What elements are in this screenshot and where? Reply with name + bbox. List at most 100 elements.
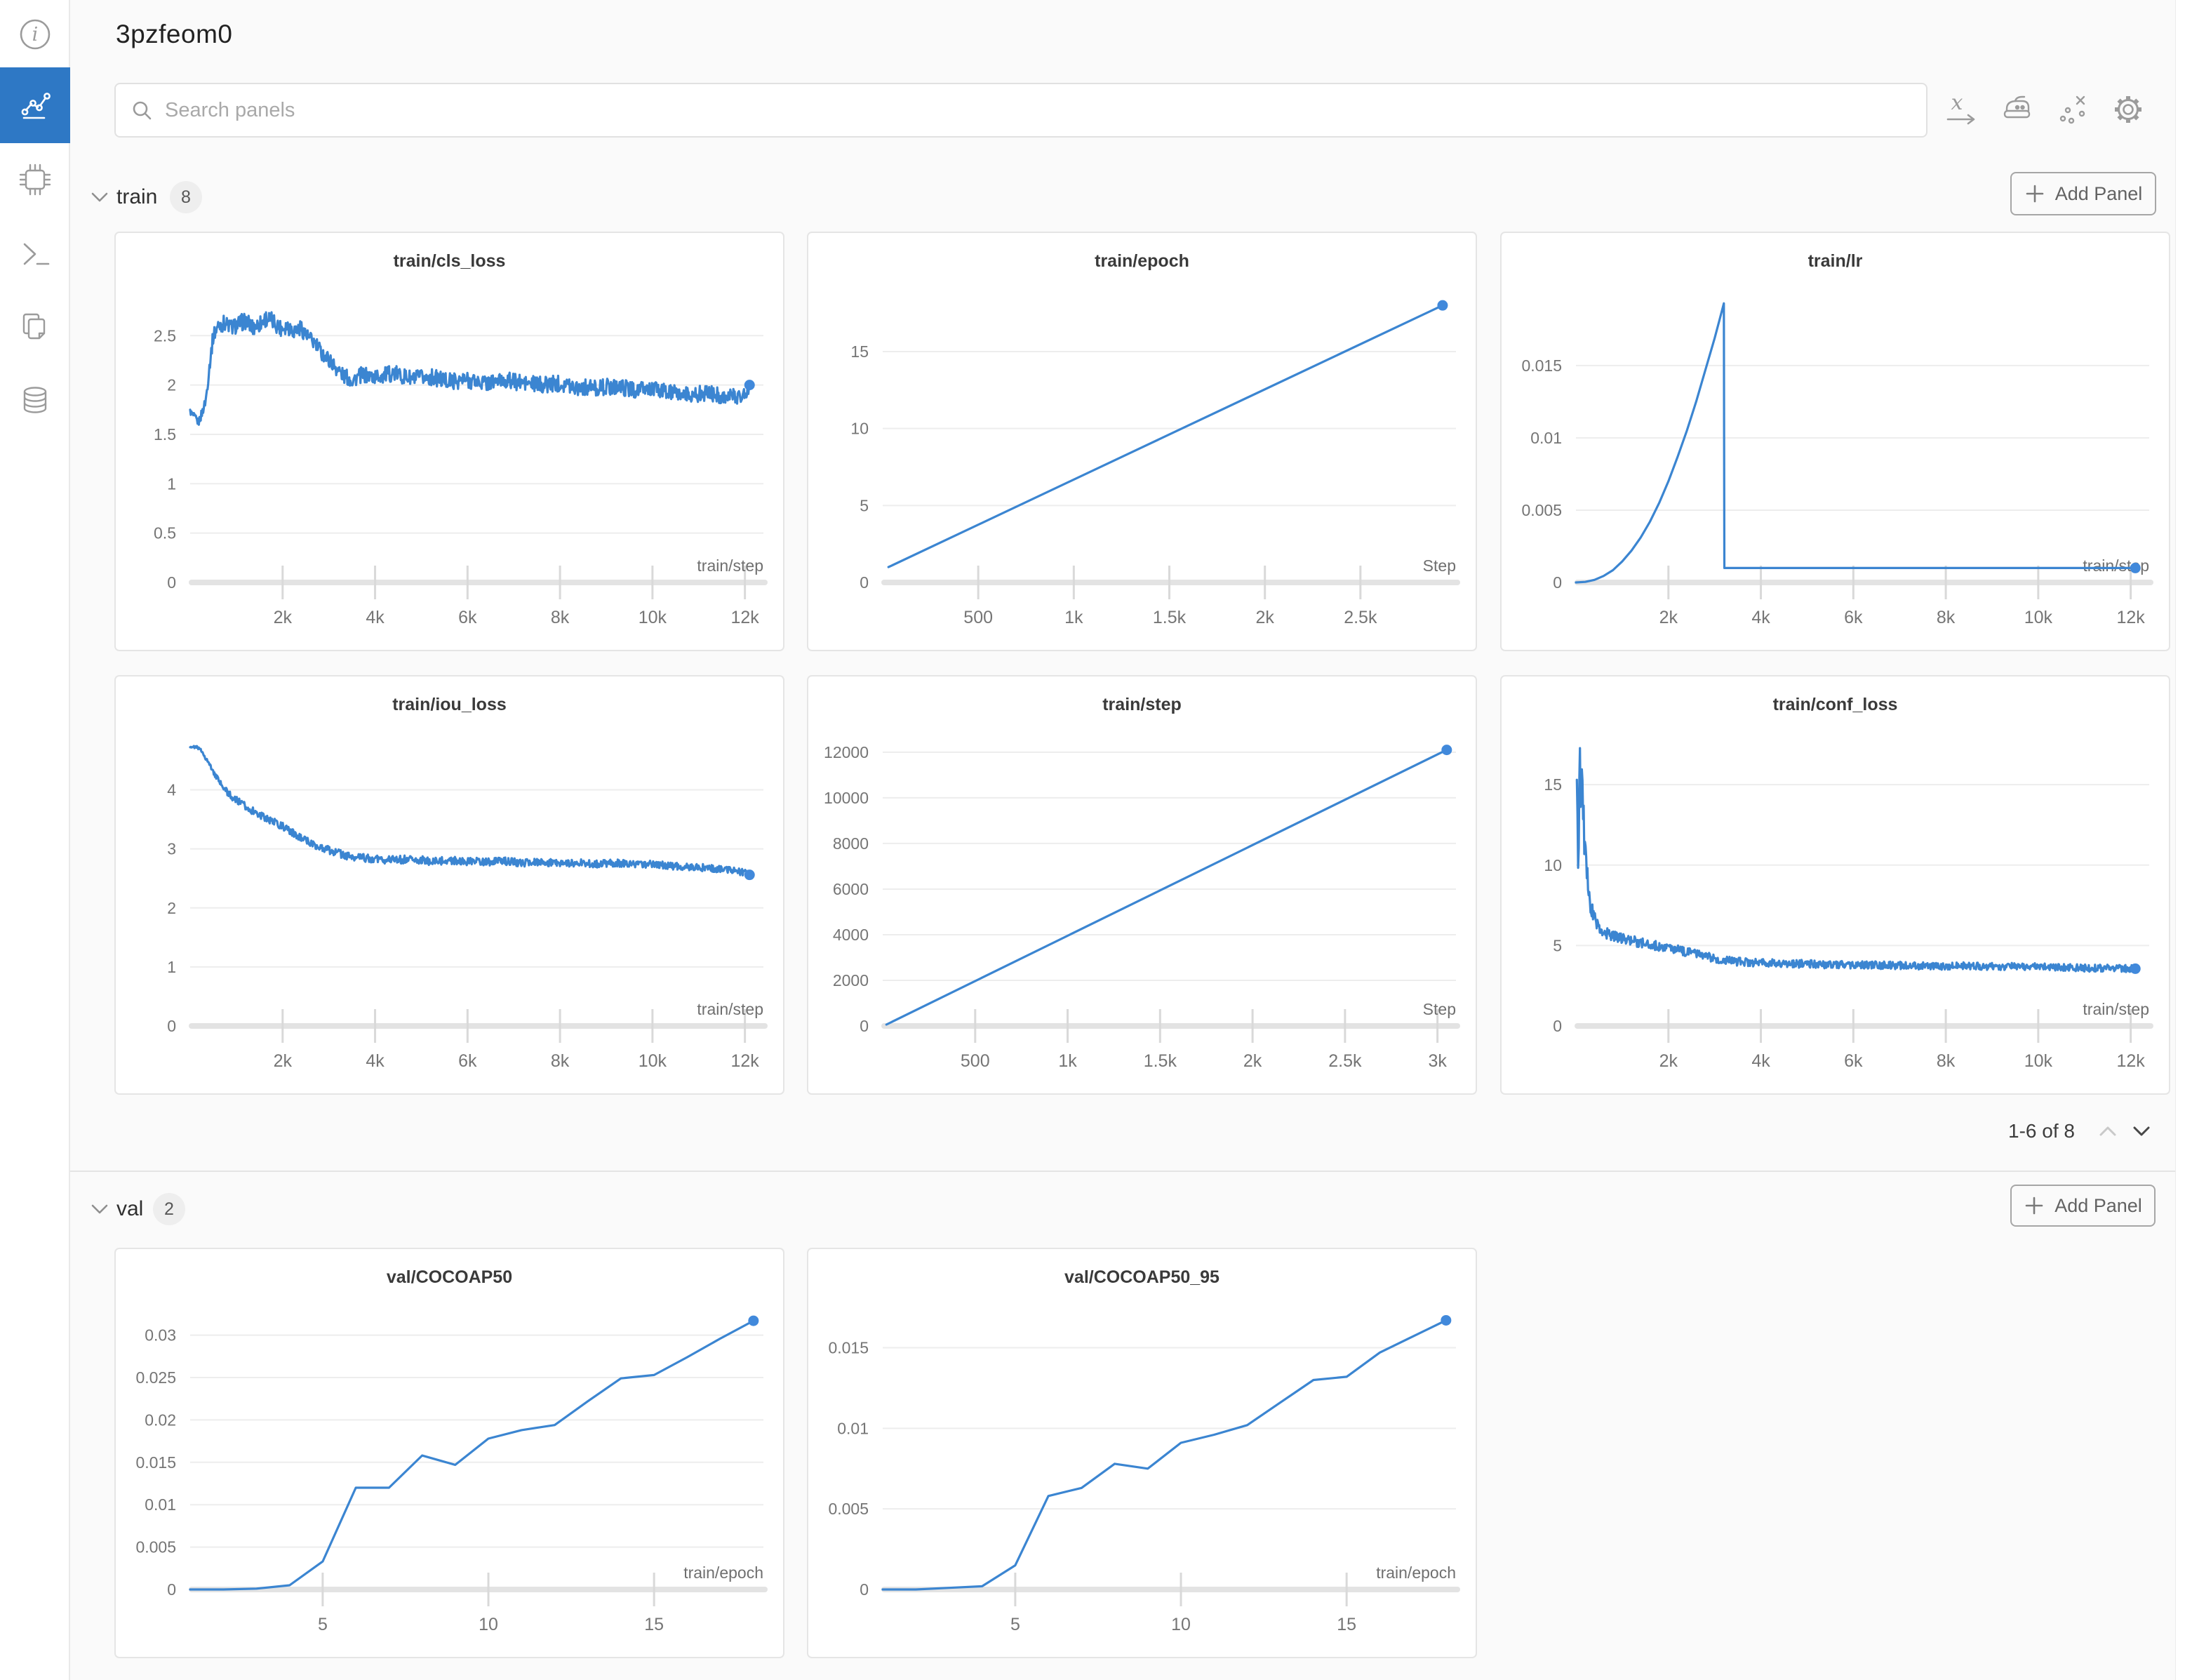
section-train-label[interactable]: train [116,185,158,208]
svg-text:2k: 2k [274,1051,293,1071]
outliers-icon[interactable] [2055,91,2092,128]
svg-text:1k: 1k [1064,608,1083,627]
svg-text:8k: 8k [551,608,570,627]
info-icon[interactable]: i [18,17,53,52]
chevron-down-icon[interactable] [2130,1121,2153,1145]
svg-text:1.5k: 1.5k [1144,1051,1177,1071]
line-chart: 5 10 15 0 0.005 0.01 0.015 0.02 0.025 0.03 train/e… [135,1315,768,1634]
svg-text:10000: 10000 [824,789,869,807]
settings-gear-icon[interactable] [2110,91,2146,128]
svg-text:10k: 10k [639,1051,667,1071]
svg-text:10: 10 [479,1615,498,1634]
svg-text:10k: 10k [2024,1051,2053,1071]
svg-text:0.015: 0.015 [1521,356,1562,375]
database-icon[interactable] [18,382,53,418]
svg-text:2k: 2k [1659,608,1678,627]
svg-text:1: 1 [167,958,176,976]
svg-text:4000: 4000 [833,926,869,944]
line-chart: 2k 4k 6k 8k 10k 12k 0 1 2 3 4 train/step [167,745,768,1071]
svg-text:train/epoch: train/epoch [1376,1564,1456,1582]
svg-text:Step: Step [1423,556,1456,575]
svg-text:4k: 4k [1751,1051,1770,1071]
add-panel-button[interactable]: Add Panel [2010,172,2156,215]
line-chart: 2k 4k 6k 8k 10k 12k 0 0.5 1 1.5 2 2.5 train/step [154,311,768,627]
svg-text:0.01: 0.01 [1530,429,1562,447]
svg-text:1: 1 [167,474,176,493]
svg-text:500: 500 [963,608,993,627]
svg-text:0.01: 0.01 [145,1495,176,1514]
svg-text:2: 2 [167,899,176,917]
svg-text:3k: 3k [1428,1051,1447,1071]
svg-text:10: 10 [1171,1615,1191,1634]
svg-text:0.015: 0.015 [135,1453,176,1472]
svg-text:8k: 8k [1937,1051,1956,1071]
svg-text:4: 4 [167,781,176,799]
svg-text:0: 0 [167,573,176,592]
svg-text:5: 5 [860,496,869,514]
plus-icon [2025,1196,2043,1215]
svg-text:2k: 2k [1255,608,1274,627]
plus-icon [2026,185,2043,203]
svg-text:2k: 2k [274,608,293,627]
svg-text:10k: 10k [639,608,667,627]
line-chart-icon[interactable] [0,67,70,143]
svg-text:10: 10 [850,420,869,438]
svg-text:15: 15 [1337,1615,1356,1634]
line-chart: 2k 4k 6k 8k 10k 12k 0 5 10 15 train/step [1544,747,2153,1071]
smoothing-iron-icon[interactable] [1998,91,2034,128]
svg-text:12000: 12000 [824,743,869,761]
panel-train-conf-loss[interactable]: train/conf_loss 2k 4k 6k 8k 10k 12k 0 5 10 15 trai… [1500,675,2170,1095]
svg-text:1k: 1k [1058,1051,1077,1071]
section-val-label[interactable]: val [116,1197,144,1220]
svg-text:0: 0 [167,1017,176,1035]
svg-text:8000: 8000 [833,834,869,853]
svg-text:0.005: 0.005 [828,1500,869,1518]
svg-text:6k: 6k [1844,1051,1863,1071]
panel-title: val/COCOAP50_95 [1064,1267,1220,1287]
svg-text:2k: 2k [1243,1051,1262,1071]
terminal-icon[interactable] [18,236,53,272]
scrollbar[interactable] [2175,0,2185,1680]
chevron-down-icon[interactable] [90,1203,109,1219]
add-panel-button[interactable]: Add Panel [2010,1185,2156,1227]
svg-text:15: 15 [1544,775,1562,794]
svg-text:8k: 8k [1937,608,1956,627]
svg-text:5: 5 [1010,1615,1020,1634]
svg-text:0.5: 0.5 [154,524,176,542]
svg-text:4k: 4k [1751,608,1770,627]
svg-text:6k: 6k [1844,608,1863,627]
section-divider [70,1171,2185,1172]
svg-text:5: 5 [1553,936,1562,954]
section-val-count-badge: 2 [153,1193,185,1225]
chevron-down-icon[interactable] [90,191,109,207]
panel-train-cls-loss[interactable]: train/cls_loss 2k 4k 6k 8k 10k 12k 0 0.5 1 1.5 2 2.… [114,232,784,651]
chip-icon[interactable] [18,162,53,197]
svg-text:500: 500 [961,1051,990,1071]
panel-train-step[interactable]: train/step 500 1k 1.5k 2k 2.5k 3k 0 2000 4000 600… [807,675,1477,1095]
panel-train-lr[interactable]: train/lr 2k 4k 6k 8k 10k 12k 0 0.005 0.01 0.015 tr… [1500,232,2170,651]
panel-train-iou-loss[interactable]: train/iou_loss 2k 4k 6k 8k 10k 12k 0 1 2 3 4 train/… [114,675,784,1095]
svg-text:x: x [1951,91,1963,115]
svg-text:train/step: train/step [697,1000,763,1018]
panel-train-epoch[interactable]: train/epoch 500 1k 1.5k 2k 2.5k 0 5 10 15 Step [807,232,1477,651]
svg-text:15: 15 [850,342,869,361]
svg-text:i: i [32,24,39,46]
svg-text:Step: Step [1423,1000,1456,1018]
files-icon[interactable] [18,309,53,345]
svg-text:0: 0 [167,1580,176,1599]
panel-title: train/conf_loss [1772,695,1898,714]
svg-text:2k: 2k [1659,1051,1678,1071]
svg-text:2.5: 2.5 [154,326,176,345]
svg-text:0: 0 [860,1580,869,1599]
x-axis-icon[interactable]: x [1943,91,1979,128]
svg-text:6k: 6k [458,608,477,627]
svg-text:0: 0 [1553,1017,1562,1035]
svg-text:0.015: 0.015 [828,1339,869,1357]
panel-val-cocoap50[interactable]: val/COCOAP50 5 10 15 0 0.005 0.01 0.015 0.02 0.0… [114,1248,784,1658]
chevron-up-icon[interactable] [2097,1121,2119,1145]
panel-val-cocoap50-95[interactable]: val/COCOAP50_95 5 10 15 0 0.005 0.01 0.015 trai… [807,1248,1477,1658]
search-input[interactable] [152,84,1926,136]
panel-title: train/cls_loss [393,251,506,271]
svg-text:4k: 4k [366,1051,385,1071]
